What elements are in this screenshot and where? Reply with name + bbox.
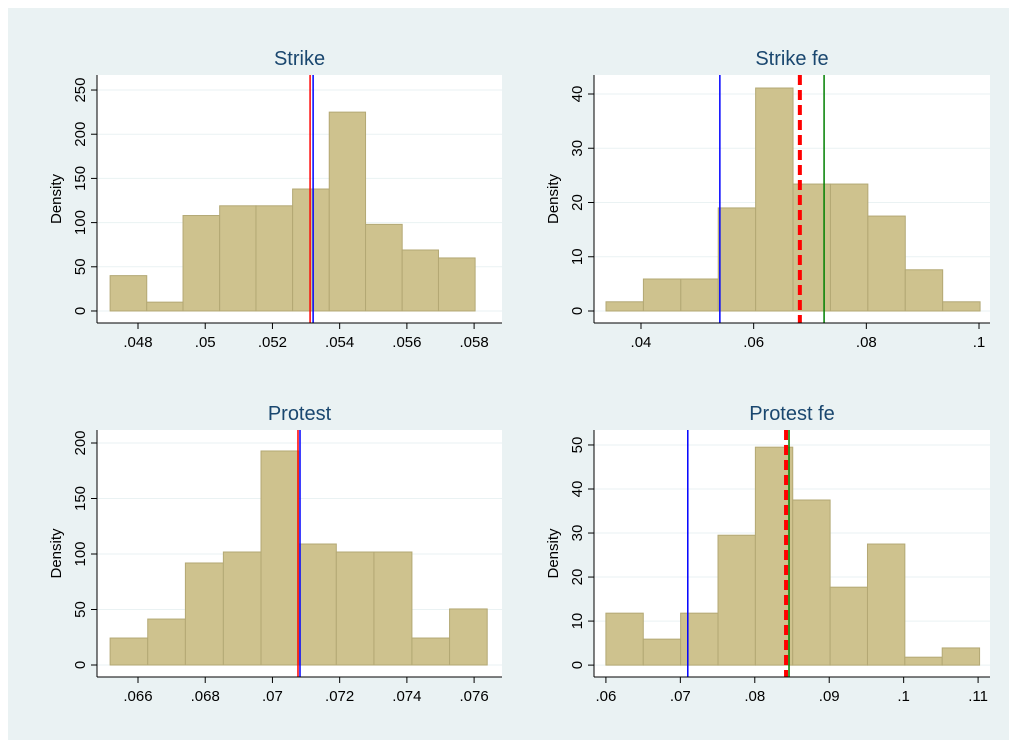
bar xyxy=(255,205,294,312)
chart-title: Strike fe xyxy=(755,48,828,70)
y-tick-label: 30 xyxy=(569,525,586,542)
bar xyxy=(146,301,184,312)
bar xyxy=(182,215,221,312)
y-tick-label: 50 xyxy=(569,437,586,454)
y-axis-label: Density xyxy=(545,528,562,579)
y-tick-label: 200 xyxy=(72,122,89,147)
x-tick-label: .07 xyxy=(262,688,283,705)
y-tick-label: 0 xyxy=(569,307,586,315)
bar xyxy=(866,543,906,666)
x-tick-label: .05 xyxy=(195,334,216,351)
bar xyxy=(755,87,794,312)
bar xyxy=(147,618,186,666)
x-tick-label: .074 xyxy=(392,688,421,705)
bar xyxy=(904,656,943,666)
bar xyxy=(605,301,644,312)
x-tick-label: .04 xyxy=(631,334,652,351)
chart-title: Protest xyxy=(268,403,332,425)
y-tick-label: 150 xyxy=(72,486,89,511)
bar xyxy=(373,551,413,666)
y-tick-label: 0 xyxy=(72,307,89,315)
bar xyxy=(680,278,719,312)
x-tick-label: .06 xyxy=(743,334,764,351)
bar xyxy=(335,551,375,666)
x-tick-label: .1 xyxy=(897,688,910,705)
x-tick-label: .054 xyxy=(325,334,354,351)
bar xyxy=(605,612,644,666)
bar xyxy=(680,612,719,666)
x-tick-label: .11 xyxy=(968,688,988,705)
y-tick-label: 0 xyxy=(72,661,89,669)
bar xyxy=(792,499,831,666)
y-tick-label: 150 xyxy=(72,166,89,191)
x-tick-label: .1 xyxy=(973,334,986,351)
y-axis-label: Density xyxy=(545,173,562,224)
bar xyxy=(365,223,403,312)
y-tick-label: 40 xyxy=(569,481,586,498)
x-tick-label: .048 xyxy=(123,334,152,351)
x-tick-label: .09 xyxy=(819,688,840,705)
x-tick-label: .076 xyxy=(460,688,489,705)
bar xyxy=(829,586,868,666)
y-tick-label: 250 xyxy=(72,78,89,103)
x-tick-label: .056 xyxy=(392,334,421,351)
y-tick-label: 30 xyxy=(569,140,586,157)
bar xyxy=(437,257,476,312)
chart-title: Strike xyxy=(274,48,325,70)
bar xyxy=(292,188,330,312)
y-tick-label: 10 xyxy=(569,613,586,630)
y-tick-label: 50 xyxy=(72,601,89,618)
y-tick-label: 50 xyxy=(72,258,89,275)
y-tick-label: 200 xyxy=(72,430,89,455)
bar xyxy=(219,205,257,312)
bar xyxy=(642,638,682,666)
x-tick-label: .07 xyxy=(670,688,691,705)
y-tick-label: 100 xyxy=(72,541,89,566)
bar xyxy=(298,543,337,666)
bar xyxy=(260,450,300,666)
bar xyxy=(867,215,906,312)
bar xyxy=(829,183,869,312)
x-tick-label: .052 xyxy=(258,334,287,351)
bar xyxy=(328,111,367,312)
y-tick-label: 10 xyxy=(569,248,586,265)
y-tick-label: 0 xyxy=(569,661,586,669)
bar xyxy=(717,207,757,312)
bar xyxy=(941,647,981,666)
y-tick-label: 100 xyxy=(72,210,89,235)
x-tick-label: .066 xyxy=(123,688,152,705)
y-axis-label: Density xyxy=(48,528,65,579)
x-tick-label: .072 xyxy=(325,688,354,705)
x-tick-label: .068 xyxy=(191,688,220,705)
x-tick-label: .058 xyxy=(460,334,489,351)
bar xyxy=(109,637,149,666)
bar xyxy=(222,551,262,666)
y-tick-label: 40 xyxy=(569,86,586,103)
x-tick-label: .06 xyxy=(595,688,616,705)
bar xyxy=(109,275,148,312)
chart-title: Protest fe xyxy=(749,403,835,425)
bar xyxy=(642,278,682,312)
bar xyxy=(717,534,756,666)
y-tick-label: 20 xyxy=(569,194,586,211)
bar xyxy=(411,637,451,666)
x-tick-label: .08 xyxy=(744,688,765,705)
bar xyxy=(942,301,981,312)
y-tick-label: 20 xyxy=(569,569,586,586)
x-tick-label: .08 xyxy=(856,334,877,351)
bar xyxy=(449,608,488,666)
bar xyxy=(184,562,224,666)
bar xyxy=(401,249,439,312)
bar xyxy=(904,269,944,312)
y-axis-label: Density xyxy=(48,173,65,224)
